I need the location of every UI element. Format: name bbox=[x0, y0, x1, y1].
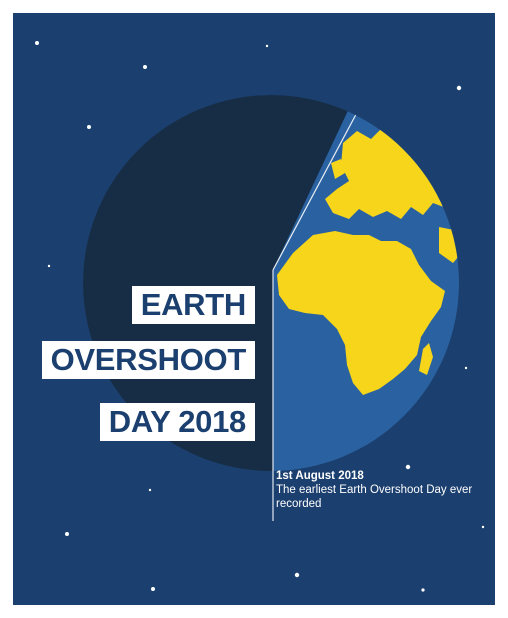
poster-artwork bbox=[13, 13, 495, 605]
star-icon bbox=[35, 41, 39, 45]
title-line-earth: EARTH bbox=[131, 286, 255, 324]
star-icon bbox=[456, 85, 462, 91]
star-icon bbox=[65, 532, 69, 536]
overshoot-poster: EARTH OVERSHOOT DAY 2018 1st August 2018… bbox=[13, 13, 495, 605]
star-icon bbox=[294, 572, 300, 578]
star-icon bbox=[265, 44, 269, 48]
star-icon bbox=[143, 65, 147, 69]
caption: 1st August 2018 The earliest Earth Overs… bbox=[276, 469, 486, 511]
title-line-day-2018: DAY 2018 bbox=[99, 403, 255, 441]
star-icon bbox=[47, 264, 51, 268]
star-icon bbox=[421, 588, 425, 592]
caption-date: 1st August 2018 bbox=[276, 470, 364, 482]
star-icon bbox=[481, 525, 485, 529]
stars bbox=[35, 41, 485, 592]
star-icon bbox=[87, 125, 91, 129]
star-icon bbox=[405, 464, 411, 470]
star-icon bbox=[148, 488, 152, 492]
star-icon bbox=[464, 366, 468, 370]
caption-description: The earliest Earth Overshoot Day ever re… bbox=[276, 484, 473, 510]
title-line-overshoot: OVERSHOOT bbox=[41, 341, 255, 379]
star-icon bbox=[151, 587, 155, 591]
